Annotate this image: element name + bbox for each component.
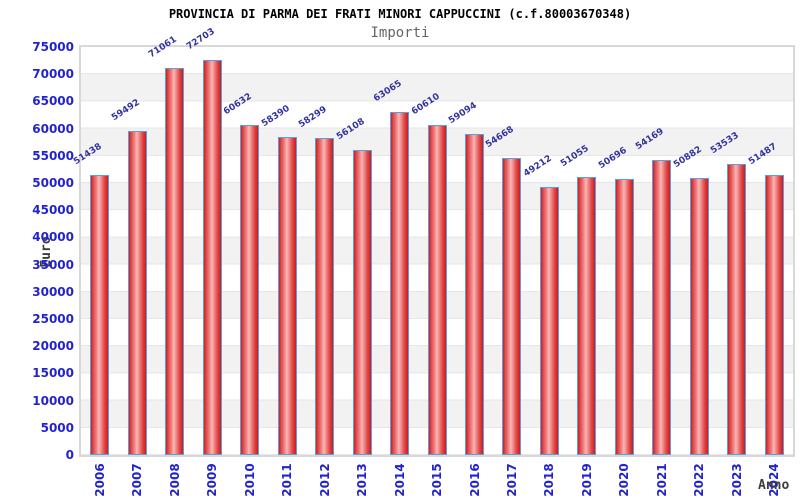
x-tick-label: 2020 — [617, 463, 632, 497]
x-tick-label: 2007 — [130, 463, 145, 497]
bar — [689, 178, 709, 455]
bar-value-label: 60632 — [222, 91, 254, 118]
bar — [764, 174, 784, 455]
x-tick-label: 2023 — [729, 463, 744, 497]
bar-value-label: 54169 — [634, 127, 667, 153]
y-tick-label: 55000 — [32, 148, 74, 163]
plot-area: 51438 59492 71061 72703 60632 58390 58299 56108… — [72, 26, 795, 457]
x-axis-title: Anno — [758, 478, 790, 493]
bar-value-label: 60610 — [409, 92, 442, 118]
bar — [315, 137, 335, 455]
y-tick-label: 40000 — [32, 230, 74, 245]
bar — [727, 163, 747, 455]
y-tick-label: 25000 — [32, 312, 74, 326]
x-tick-label: 2008 — [167, 463, 182, 497]
bar-value-label: 56108 — [334, 116, 367, 142]
x-tick-label: 2016 — [467, 463, 482, 497]
bar — [427, 125, 447, 455]
y-tick-label: 50000 — [32, 176, 74, 190]
bar — [202, 59, 222, 455]
x-tick-label: 2013 — [355, 463, 370, 497]
x-tick-label: 2009 — [205, 463, 220, 497]
x-tick-label: 2015 — [430, 463, 444, 497]
bar-value-label: 50696 — [596, 145, 629, 172]
bar-value-label: 58299 — [297, 104, 329, 131]
x-tick-label: 2010 — [242, 463, 257, 497]
y-tick-label: 70000 — [32, 67, 74, 82]
bar — [240, 125, 260, 455]
bar — [277, 137, 297, 455]
x-tick-label: 2019 — [579, 463, 594, 497]
chart-title: PROVINCIA DI PARMA DEI FRATI MINORI CAPP… — [168, 7, 632, 21]
x-tick-label: 2006 — [92, 463, 107, 497]
bar — [577, 177, 597, 455]
bar-value-label: 59492 — [109, 98, 142, 124]
bar — [90, 175, 110, 455]
bar — [165, 68, 185, 455]
y-tick-label: 65000 — [32, 94, 74, 109]
bar-value-label: 51055 — [559, 144, 592, 170]
x-tick-label: 2021 — [654, 463, 669, 497]
bar — [390, 111, 409, 455]
y-tick-label: 5000 — [40, 420, 74, 435]
bar-value-label: 58390 — [259, 104, 292, 130]
bar — [652, 160, 672, 455]
bar — [614, 179, 634, 455]
y-tick-label: 10000 — [32, 393, 74, 408]
x-tick-label: 2017 — [504, 463, 519, 497]
bar-value-label: 51487 — [746, 141, 779, 168]
bar-value-label: 54668 — [484, 124, 517, 150]
bar-value-label: 51438 — [72, 141, 104, 168]
bar-value-label: 59094 — [447, 100, 479, 126]
y-tick-label: 35000 — [32, 257, 74, 272]
x-tick-label: 2011 — [280, 463, 295, 497]
y-tick-label: 30000 — [32, 284, 74, 299]
bar — [352, 149, 372, 455]
bar — [465, 133, 484, 455]
x-tick-label: 2022 — [692, 463, 707, 497]
y-tick-label: 0 — [65, 448, 74, 462]
chart-subtitle: Importi — [370, 25, 430, 41]
x-tick-label: 2012 — [317, 463, 332, 497]
bar — [127, 131, 147, 455]
bar — [502, 157, 522, 455]
bar-value-label: 50882 — [671, 144, 704, 171]
x-tick-label: 2014 — [392, 463, 407, 497]
y-tick-label: 75000 — [32, 40, 74, 54]
y-tick-label: 45000 — [32, 203, 74, 218]
y-tick-label: 15000 — [32, 366, 74, 381]
bar-value-label: 53533 — [709, 130, 742, 156]
bar-value-label: 63065 — [372, 78, 404, 105]
bar — [539, 187, 559, 455]
x-tick-label: 2018 — [542, 463, 557, 497]
y-tick-label: 20000 — [32, 339, 74, 354]
y-tick-label: 60000 — [32, 121, 74, 136]
bar-value-label: 49212 — [521, 154, 554, 180]
